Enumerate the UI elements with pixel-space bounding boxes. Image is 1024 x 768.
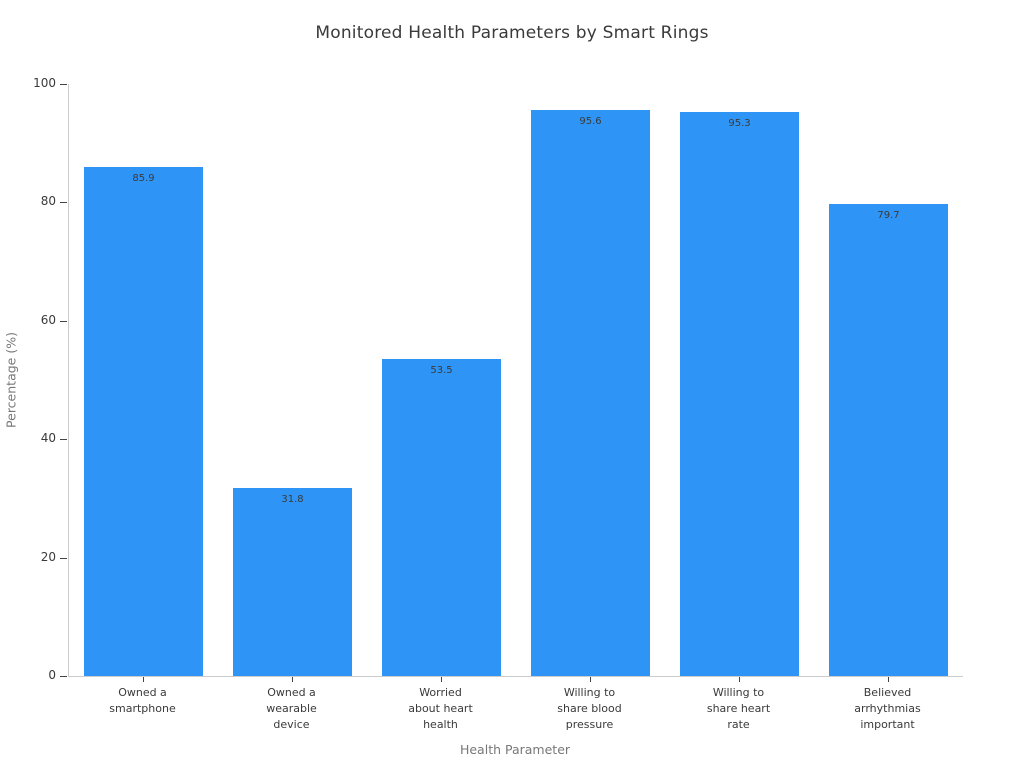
x-tick-mark [142,677,144,682]
bar: 53.5 [381,359,502,676]
x-tick-mark [589,677,591,682]
x-category-label: Owned a wearable device [266,686,317,731]
y-tick-label: 40 [40,431,56,446]
x-category-label: Owned a smartphone [109,686,176,715]
bar: 95.3 [679,111,800,676]
y-axis-label: Percentage (%) [3,332,19,428]
y-tick-label: 20 [40,549,56,564]
bar: 79.7 [828,204,949,676]
y-tick-label: 0 [48,668,56,682]
bar-value-label: 85.9 [132,173,155,185]
bar-value-label: 31.8 [281,493,304,505]
x-axis-label: Health Parameter [459,742,571,757]
bar-value-label: 95.3 [728,117,751,129]
chart-title: Monitored Health Parameters by Smart Rin… [315,23,709,43]
y-tick-mark [60,202,67,204]
y-tick-label: 80 [40,194,56,209]
y-tick-label: 60 [40,312,56,327]
y-tick-mark [60,557,67,559]
bar: 85.9 [83,167,204,676]
plot-area: 85.9 31.8 53.5 95.6 95.3 79.7 [68,84,963,677]
bar-value-label: 79.7 [877,210,900,222]
x-category-label: Willing to share heart rate [706,686,771,731]
y-tick-label: 100 [33,76,56,90]
bar: 95.6 [530,110,651,676]
x-tick-mark [291,677,293,682]
bar: 31.8 [232,487,353,676]
x-tick-mark [887,677,889,682]
x-tick-mark [440,677,442,682]
bar-value-label: 53.5 [430,365,453,377]
x-category-label: Willing to share blood pressure [557,686,622,731]
y-tick-mark [60,439,67,441]
bar-value-label: 95.6 [579,116,602,128]
x-category-label: Worried about heart health [408,686,473,731]
x-category-label: Believed arrhythmias important [854,686,921,731]
y-tick-mark [60,676,67,677]
y-tick-mark [60,320,67,322]
y-tick-mark [60,84,67,85]
x-tick-mark [738,677,740,682]
